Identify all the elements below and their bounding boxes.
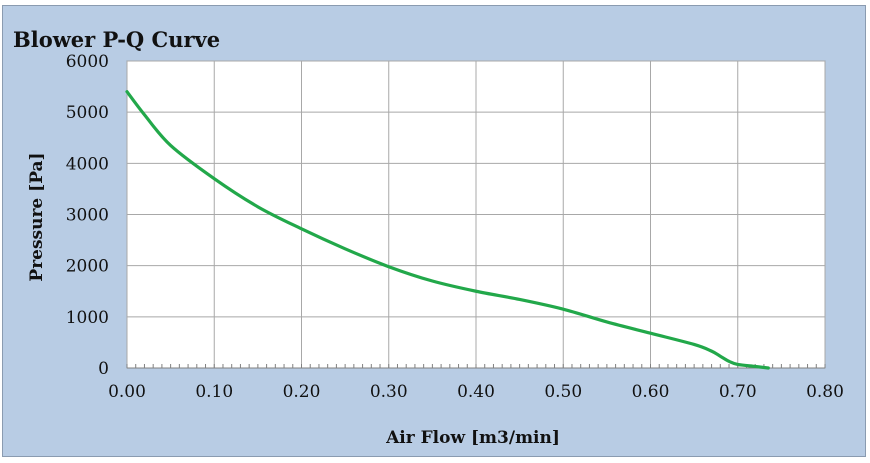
x-tick-label: 0.00 [108,382,146,402]
y-tick-label: 1000 [66,308,109,328]
chart-title: Blower P-Q Curve [13,27,220,52]
y-tick-label: 6000 [66,52,109,72]
chart: Blower P-Q Curve 0.00 0.10 0.20 0.30 0.40 0.5… [13,27,844,448]
x-tick-label: 0.70 [719,382,757,402]
x-tick-label: 0.60 [632,382,670,402]
y-tick-label: 2000 [66,257,109,277]
x-tick-label: 0.30 [370,382,408,402]
y-axis-label: Pressure [Pa] [27,152,47,281]
x-tick-label: 0.20 [283,382,321,402]
x-tick-label: 0.80 [806,382,844,402]
y-tick-label: 4000 [66,154,109,174]
x-tick-labels: 0.00 0.10 0.20 0.30 0.40 0.50 0.60 0.70 0.80 [108,382,844,402]
x-axis-label: Air Flow [m3/min] [385,428,560,448]
x-tick-label: 0.40 [457,382,495,402]
series-line-0 [125,90,770,370]
minor-ticks [126,364,826,369]
x-tick-label: 0.50 [544,382,582,402]
y-tick-label: 5000 [66,103,109,123]
chart-frame: Blower P-Q Curve 0.00 0.10 0.20 0.30 0.40 0.5… [2,5,866,457]
y-tick-label: 0 [98,359,109,379]
x-tick-label: 0.10 [195,382,233,402]
y-tick-labels: 0 1000 2000 3000 4000 5000 6000 [66,52,109,379]
series-lines [125,90,770,370]
y-tick-label: 3000 [66,206,109,226]
